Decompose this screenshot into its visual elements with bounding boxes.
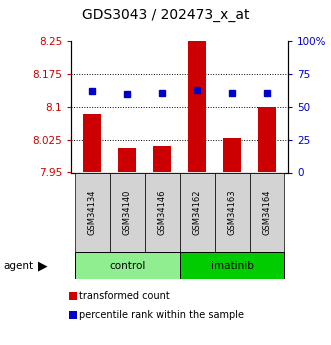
Bar — [153, 146, 171, 172]
Text: GSM34163: GSM34163 — [227, 189, 237, 235]
Bar — [188, 41, 206, 172]
Text: GSM34134: GSM34134 — [88, 189, 97, 235]
Bar — [258, 107, 276, 172]
Text: GSM34162: GSM34162 — [193, 189, 202, 235]
Bar — [110, 172, 145, 252]
Bar — [118, 148, 136, 172]
Text: transformed count: transformed count — [79, 291, 170, 300]
Text: ▶: ▶ — [38, 259, 48, 272]
Text: GSM34140: GSM34140 — [122, 189, 132, 235]
Text: GSM34164: GSM34164 — [262, 189, 271, 235]
Bar — [83, 114, 101, 172]
Bar — [250, 172, 284, 252]
Text: imatinib: imatinib — [211, 261, 254, 270]
Bar — [223, 138, 241, 172]
Bar — [75, 172, 110, 252]
Text: agent: agent — [3, 261, 33, 270]
Bar — [75, 252, 179, 279]
Text: GDS3043 / 202473_x_at: GDS3043 / 202473_x_at — [82, 8, 249, 22]
Text: GSM34146: GSM34146 — [158, 189, 166, 235]
Bar — [145, 172, 179, 252]
Bar — [214, 172, 250, 252]
Text: percentile rank within the sample: percentile rank within the sample — [79, 310, 244, 319]
Bar — [179, 252, 284, 279]
Bar — [69, 310, 77, 319]
Bar — [69, 292, 77, 300]
Text: control: control — [109, 261, 145, 270]
Bar — [179, 172, 214, 252]
